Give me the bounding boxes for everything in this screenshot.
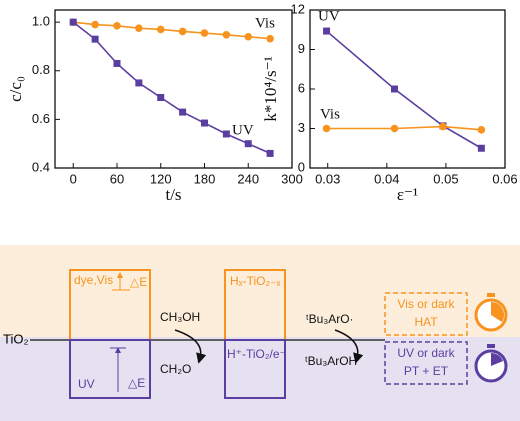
substrate-label: TiO₂: [3, 331, 29, 346]
marker: [135, 24, 143, 33]
x-tick-label: 0.03: [315, 171, 340, 186]
product2: ᵗBu₃ArOH: [305, 354, 357, 368]
marker: [222, 130, 230, 138]
y-tick-label: 0.4: [32, 159, 50, 174]
marker: [322, 124, 331, 133]
marker: [200, 29, 209, 37]
series-line: [73, 21, 271, 40]
y-tick-label: 3: [298, 120, 305, 135]
y-tick-label: 9: [298, 41, 305, 56]
x-tick-label: 0.05: [433, 171, 458, 186]
x-tick-label: 0.04: [374, 171, 399, 186]
box2-top: Hₓ-TiO₂₋ₓ: [230, 274, 280, 288]
box2-bottom: H⁺-TiO₂/e⁻: [227, 347, 286, 361]
uv-mode-box: [384, 341, 468, 385]
marker: [135, 79, 143, 87]
uv-mode-process: PT + ET: [404, 364, 449, 378]
series-label: Vis: [255, 15, 275, 31]
marker: [179, 108, 187, 116]
marker: [323, 27, 331, 35]
marker: [178, 27, 187, 36]
x-tick-label: 300: [281, 171, 303, 186]
y-tick-label: 12: [291, 1, 305, 16]
y-axis-label: k*10⁴/s⁻¹: [261, 56, 280, 121]
marker: [91, 20, 99, 29]
product1: CH₂O: [160, 362, 191, 376]
y-tick-label: 0.8: [32, 62, 50, 77]
x-tick-label: 240: [237, 171, 259, 186]
uv-box: [69, 339, 151, 399]
vis-mode: Vis or dark: [397, 297, 455, 311]
stopwatch-icon: [474, 344, 508, 383]
vis-mode-box: [384, 292, 468, 336]
x-tick-label: 60: [110, 171, 124, 186]
marker: [222, 30, 231, 39]
marker: [244, 32, 253, 41]
reactant1: CH₃OH: [160, 310, 200, 324]
x-tick-label: 180: [194, 171, 216, 186]
y-tick-label: 6: [298, 80, 305, 95]
marker: [69, 18, 77, 26]
arrow: [334, 329, 364, 364]
vis-mode-process: HAT: [414, 315, 438, 329]
y-tick-label: 0: [298, 159, 305, 174]
marker: [200, 119, 208, 127]
x-tick-label: 120: [150, 171, 172, 186]
y-axis-label: c/c₀: [6, 76, 25, 102]
marker: [113, 22, 121, 30]
box1-bottom: UV: [78, 377, 95, 391]
marker: [244, 140, 252, 148]
plot-frame: [54, 9, 293, 169]
vis-region: [0, 245, 520, 337]
marker: [156, 25, 165, 34]
marker: [266, 34, 274, 43]
marker: [113, 59, 121, 67]
y-tick-label: 1.0: [32, 14, 50, 29]
marker: [157, 94, 165, 102]
marker: [391, 85, 398, 93]
marker: [390, 124, 399, 133]
box1-top-delta: △E: [130, 275, 147, 289]
uv-box: [224, 339, 286, 399]
x-axis-label: t/s: [165, 185, 181, 204]
marker: [91, 35, 99, 43]
box1-bottom-delta: △E: [128, 376, 145, 390]
series-label: Vis: [320, 106, 340, 122]
series-label: UV: [232, 122, 254, 138]
x-axis-label: ε⁻¹: [397, 185, 418, 204]
stopwatch-icon: [474, 293, 508, 332]
arrow: [174, 329, 207, 364]
box1-top: dye,Vis: [74, 273, 113, 287]
uv-mode: UV or dark: [397, 346, 455, 360]
uv-region: [0, 337, 520, 421]
y-tick-label: 0.6: [32, 111, 50, 126]
reactant2: ᵗBu₃ArO·: [306, 312, 354, 326]
marker: [477, 126, 486, 134]
series-line: [72, 21, 271, 155]
x-tick-label: 0.06: [492, 171, 517, 186]
x-tick-label: 0: [70, 171, 77, 186]
series-line: [326, 125, 482, 131]
marker: [477, 144, 485, 152]
marker: [266, 149, 274, 157]
series-line: [326, 30, 482, 149]
marker: [439, 122, 447, 131]
series-label: UV: [318, 8, 340, 24]
